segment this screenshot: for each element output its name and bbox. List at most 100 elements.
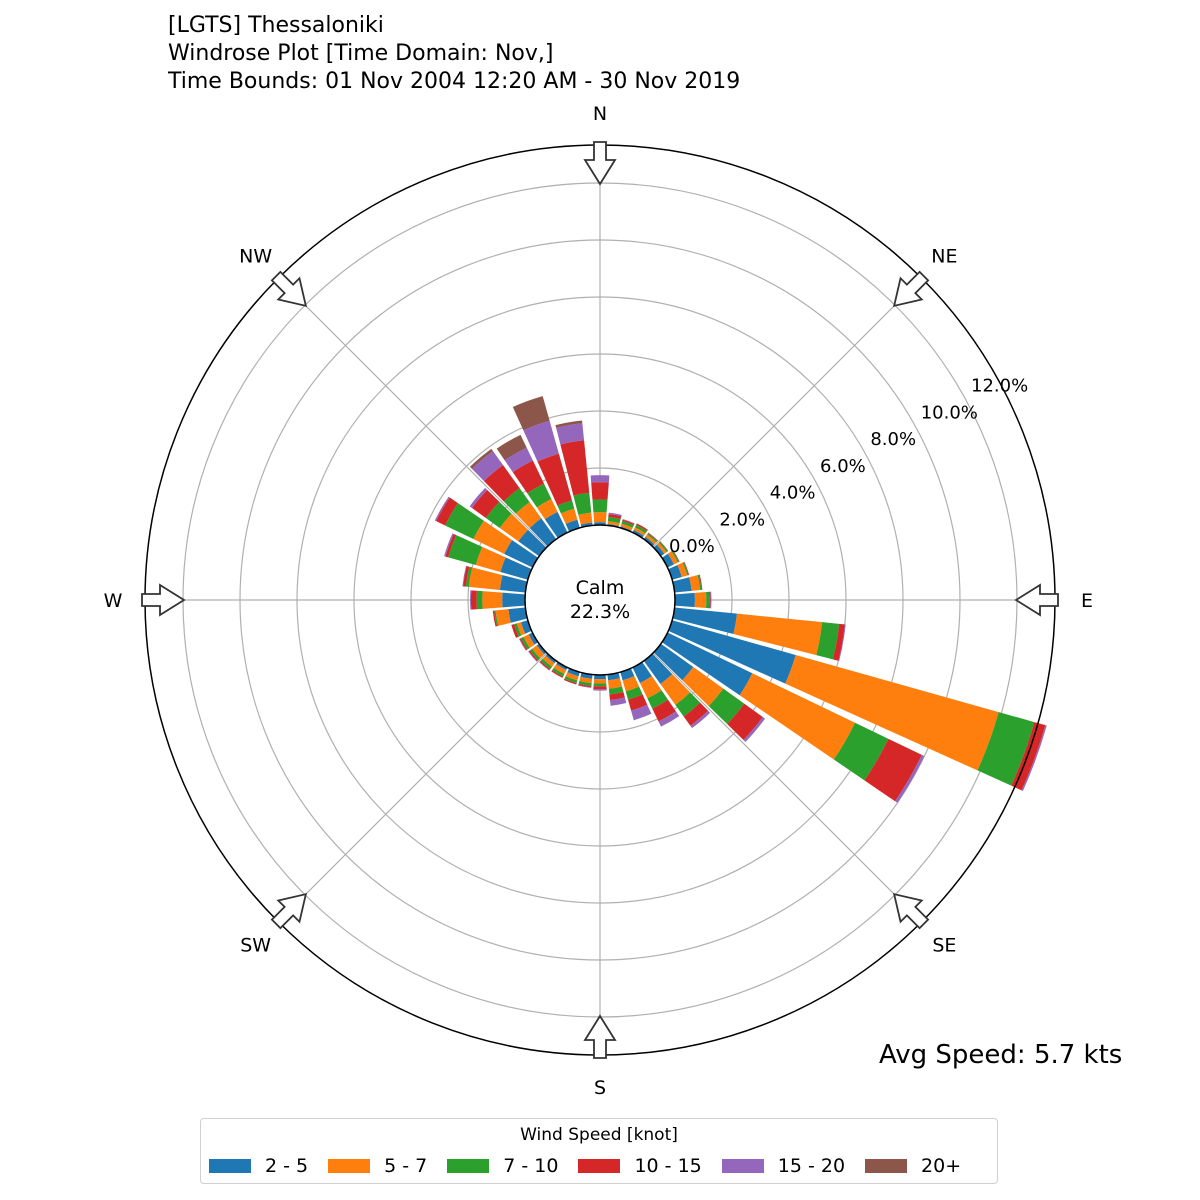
bar-240-bin-0 [528,632,539,645]
bar-70-bin-2 [682,562,689,576]
bar-280-bin-2 [465,566,473,587]
bar-290-bin-3 [445,533,457,558]
bar-120-bin-0 [661,632,753,696]
bar-260-bin-2 [494,610,499,627]
bar-290-bin-1 [475,546,506,572]
bar-130-bin-3 [727,703,763,740]
grid-spoke [277,652,548,923]
bar-0-bin-2 [592,499,608,513]
bar-90-bin-0 [674,592,695,608]
bar-140-bin-2 [675,692,701,717]
bar-270-bin-4 [469,590,472,610]
bar-100-bin-1 [733,613,823,656]
bar-330-bin-1 [536,499,558,520]
bar-170-bin-2 [608,686,624,695]
bar-240-bin-3 [519,638,528,651]
bar-330-bin-4 [504,447,533,473]
bar-30-bin-0 [632,529,644,539]
bar-20-bin-4 [622,519,635,524]
title-line-bounds: Time Bounds: 01 Nov 2004 12:20 AM - 30 N… [168,69,741,94]
legend-swatch [328,1159,371,1173]
bar-260-bin-1 [495,609,511,626]
bar-130-bin-0 [653,643,694,681]
bar-60-bin-0 [661,553,675,568]
grid-spoke [652,652,923,923]
bar-340-bin-1 [560,508,578,524]
calm-circle [524,524,676,676]
bar-220-bin-2 [540,658,553,670]
bar-160-bin-3 [628,694,648,711]
bar-210-bin-0 [556,661,568,671]
bar-50-bin-1 [656,542,667,554]
arrow-icon-w [141,583,186,617]
bar-20-bin-1 [620,523,633,531]
bar-350-bin-3 [560,440,590,496]
bar-80-bin-1 [689,575,701,591]
bar-160-bin-4 [631,704,652,721]
bar-280-bin-1 [468,567,503,591]
arrow-icon-se [892,892,930,930]
bar-210-bin-3 [551,670,564,678]
bar-40-bin-1 [645,534,657,545]
bar-100-bin-3 [832,623,845,661]
legend-title: Wind Speed [knot] [520,1125,678,1145]
bar-310-bin-3 [471,489,500,518]
bar-200-bin-3 [563,678,577,685]
bar-140-bin-0 [643,653,673,685]
bar-90-bin-2 [706,591,710,609]
legend-label: 2 - 5 [265,1155,309,1177]
bar-200-bin-0 [567,668,580,677]
arrow-shape [270,892,308,930]
bar-110-bin-2 [977,712,1035,786]
compass-label-nw: NW [239,246,272,268]
compass-label-w: W [104,590,123,612]
bar-60-bin-2 [671,550,680,563]
calm-value: 22.3% [570,601,630,623]
bar-270-bin-2 [476,590,483,610]
bar-150-bin-1 [639,676,662,699]
bar-190-bin-1 [579,676,593,684]
bar-260-bin-3 [492,610,497,627]
bar-30-bin-3 [636,523,648,531]
arrow-icon-sw [270,892,308,930]
bar-350-bin-5 [555,420,583,428]
bar-60-bin-3 [672,550,680,562]
bar-150-bin-2 [647,690,668,709]
bar-110-bin-0 [668,620,796,684]
bar-110-bin-4 [1021,725,1047,791]
bar-220-bin-4 [539,661,550,671]
legend-label: 15 - 20 [777,1155,846,1177]
bar-200-bin-1 [565,672,579,681]
legend-label: 5 - 7 [384,1155,428,1177]
bar-340-bin-5 [512,396,550,431]
bar-270-bin-1 [482,591,503,609]
bar-310-bin-4 [469,487,488,509]
bar-280-bin-3 [462,565,470,587]
bar-50-bin-3 [659,541,669,552]
bar-220-bin-3 [539,660,551,671]
bar-40-bin-0 [643,536,655,547]
bar-0-bin-3 [591,482,609,500]
bar-90-bin-4 [710,591,712,609]
bar-60-bin-1 [667,551,678,565]
bar-350-bin-1 [578,512,593,525]
bar-120-bin-3 [864,738,922,802]
bar-300-bin-3 [436,497,458,526]
bar-240-bin-4 [519,638,527,651]
bar-320-bin-0 [529,518,557,547]
bar-10-bin-4 [608,512,622,517]
bar-100-bin-0 [672,607,738,635]
bar-30-bin-1 [633,527,646,536]
radial-tick-label: 4.0% [770,483,816,504]
bar-40-bin-3 [647,532,658,542]
compass-label-e: E [1081,590,1093,612]
bar-100-bin-4 [838,624,846,661]
bar-190-bin-2 [578,680,592,686]
bar-310-bin-1 [499,513,528,542]
bar-140-bin-1 [660,674,691,705]
arrow-icon-s [583,1014,617,1059]
bar-250-bin-0 [520,620,532,634]
legend-label: 7 - 10 [503,1155,559,1177]
bar-0-bin-1 [593,512,607,523]
bar-50-bin-0 [653,544,665,557]
